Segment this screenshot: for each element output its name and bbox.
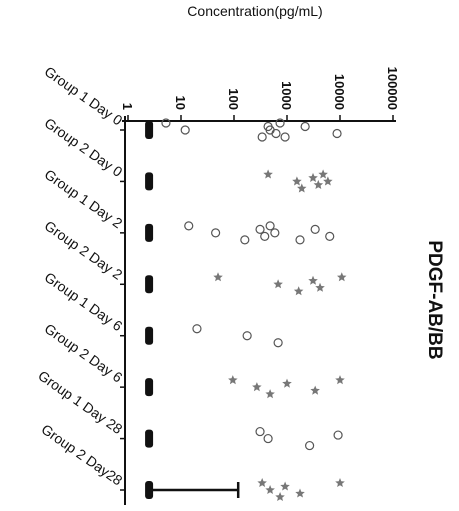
star-point	[335, 375, 345, 385]
circle-point	[260, 231, 270, 241]
x-tick-label: 1	[120, 103, 135, 110]
x-tick-label: 100	[226, 88, 241, 110]
circle-point	[310, 224, 320, 234]
circle-point	[184, 221, 194, 231]
lod-cluster	[145, 275, 154, 294]
x-axis-title: Concentration(pg/mL)	[187, 3, 322, 19]
circle-point	[332, 128, 342, 139]
lod-cluster	[145, 223, 154, 242]
star-point	[213, 272, 223, 282]
star-point	[315, 282, 325, 292]
lod-cluster	[145, 326, 154, 345]
star-point	[308, 275, 318, 285]
circle-point	[300, 121, 310, 132]
star-point	[318, 169, 328, 179]
star-point	[263, 169, 273, 179]
circle-point	[271, 128, 281, 139]
star-point	[292, 176, 302, 186]
chart-title: PDGF-AB/BB	[424, 240, 445, 359]
star-point	[313, 179, 324, 189]
circle-point	[192, 324, 202, 334]
star-point	[295, 488, 305, 498]
star-point	[265, 485, 275, 494]
star-point	[293, 286, 304, 296]
star-point	[337, 272, 347, 282]
x-tick-label: 1000	[279, 81, 294, 110]
star-point	[297, 183, 307, 193]
star-point	[335, 478, 345, 487]
lod-cluster	[145, 429, 154, 448]
circle-point	[273, 338, 283, 348]
circle-point	[263, 433, 273, 444]
star-point	[280, 481, 290, 491]
circle-point	[180, 125, 190, 135]
star-point	[228, 375, 238, 385]
x-tick-label: 100000	[385, 67, 400, 110]
star-point	[308, 172, 318, 182]
circle-point	[242, 331, 252, 341]
circle-point	[255, 426, 265, 437]
star-point	[323, 176, 333, 186]
lod-cluster	[145, 172, 154, 191]
circle-point	[240, 235, 250, 245]
lod-cluster	[145, 378, 154, 397]
star-point	[265, 389, 275, 399]
star-point	[252, 382, 262, 392]
circle-point	[211, 228, 221, 238]
circle-point	[333, 430, 343, 440]
star-point	[310, 385, 320, 395]
star-point	[257, 478, 267, 487]
x-tick-label: 10000	[332, 74, 347, 110]
circle-point	[270, 228, 280, 238]
star-point	[273, 279, 283, 289]
circle-point	[265, 221, 275, 231]
x-tick-label: 10	[173, 96, 188, 110]
circle-point	[325, 231, 335, 241]
circle-point	[275, 118, 285, 128]
star-point	[282, 378, 292, 388]
circle-point	[255, 224, 265, 234]
circle-point	[305, 440, 315, 451]
circle-point	[257, 132, 267, 142]
circle-point	[161, 118, 171, 128]
circle-point	[280, 132, 290, 142]
star-point	[275, 492, 285, 501]
circle-point	[265, 125, 275, 135]
lod-cluster	[145, 121, 154, 139]
circle-point	[295, 235, 305, 245]
